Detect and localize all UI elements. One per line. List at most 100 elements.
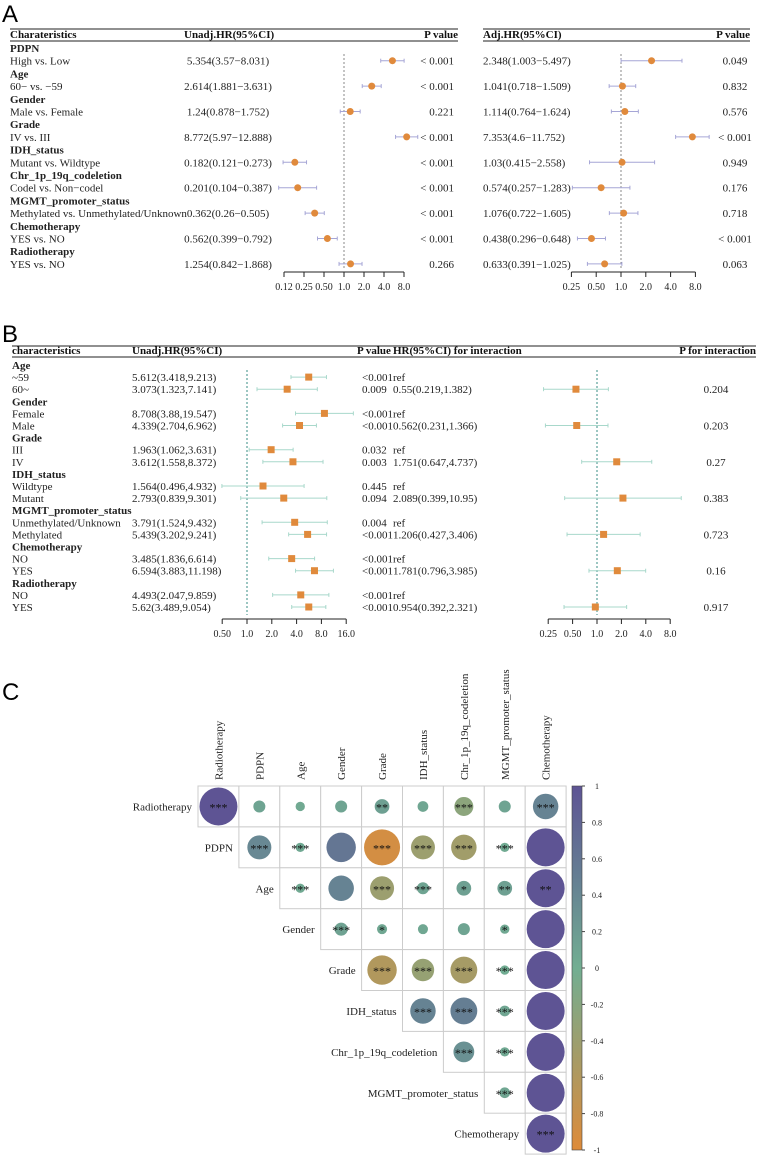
significance-stars: ***	[373, 841, 391, 855]
significance-stars: *	[461, 882, 467, 896]
correlation-circle	[295, 883, 305, 893]
hr-text: 3.791(1.524,9.432)	[132, 517, 217, 529]
p-value: 0.576	[723, 107, 748, 119]
x-tick-label: 0.25	[539, 629, 557, 640]
group-label: Gender	[12, 396, 48, 408]
group-label: Gender	[10, 94, 46, 106]
x-tick-label: 0.50	[213, 629, 231, 640]
correlation-circle	[532, 793, 559, 820]
significance-stars: *	[502, 923, 508, 937]
hr-point	[597, 184, 605, 192]
p-value: 0.032	[362, 445, 387, 457]
group-label: MGMT_promoter_status	[10, 195, 130, 207]
hr-text: 1.24(0.878−1.752)	[187, 107, 270, 119]
p-value: 0.266	[429, 259, 454, 271]
hr-text: 0.574(0.257−1.283)	[483, 183, 571, 195]
correlation-circle	[457, 923, 470, 936]
x-tick-label: 16.0	[337, 629, 355, 640]
hr-text: 1.03(0.415−2.558)	[483, 157, 566, 169]
correlation-circle	[370, 876, 395, 901]
interaction-hr-text: ref	[393, 554, 406, 566]
hr-point	[368, 82, 376, 90]
hr-text: 5.354(3.57−8.031)	[187, 56, 270, 68]
interaction-p-value: 0.383	[704, 493, 729, 505]
column-header: HR(95%CI) for interaction	[393, 345, 522, 357]
hr-text: 4.493(2.047,9.859)	[132, 590, 217, 602]
interaction-p-value: 0.204	[704, 384, 729, 396]
correlation-circle	[500, 965, 510, 975]
correlation-circle	[526, 1114, 565, 1153]
colorbar	[571, 785, 583, 1151]
x-tick-label: 2.0	[640, 282, 653, 293]
group-label: IDH_status	[10, 145, 65, 157]
column-header: P for interaction	[679, 345, 756, 357]
p-value: < 0.001	[420, 183, 454, 195]
row-label: PDPN	[205, 842, 233, 854]
correlation-circle	[453, 1041, 475, 1063]
group-label: PDPN	[10, 43, 39, 55]
group-label: MGMT_promoter_status	[12, 505, 132, 517]
significance-stars: ***	[414, 964, 432, 978]
significance-stars: ***	[455, 964, 473, 978]
hr-point	[347, 260, 355, 268]
x-tick-label: 2.0	[266, 629, 279, 640]
level-label: Methylated	[12, 529, 63, 541]
p-value: 0.445	[362, 481, 387, 493]
level-label: ~59	[12, 372, 29, 384]
column-label: PDPN	[254, 752, 266, 780]
column-label: Age	[295, 762, 307, 780]
row-label: Age	[255, 883, 273, 895]
hr-square	[297, 591, 305, 599]
significance-stars: ***	[414, 1005, 432, 1019]
hr-text: 4.339(2.704,6.962)	[132, 421, 217, 433]
interaction-hr-text: 1.781(0.796,3.985)	[393, 566, 478, 578]
column-header: Charateristics	[10, 29, 77, 41]
hr-text: 5.62(3.489,9.054)	[132, 602, 211, 614]
hr-square	[305, 373, 313, 381]
hr-text: 3.073(1.323,7.141)	[132, 384, 217, 396]
significance-stars: ***	[496, 1005, 514, 1019]
interaction-hr-text: 2.089(0.399,10.95)	[393, 493, 478, 505]
correlation-circle	[456, 880, 472, 896]
significance-stars: ***	[250, 841, 268, 855]
group-label: Radiotherapy	[10, 246, 75, 258]
interaction-hr-text: ref	[393, 408, 406, 420]
correlation-circle	[410, 998, 436, 1024]
hr-square	[613, 458, 621, 466]
interaction-p-value: 0.723	[704, 529, 729, 541]
significance-stars: ***	[332, 923, 350, 937]
hr-point	[323, 235, 331, 242]
significance-stars: *	[379, 923, 385, 937]
panel-label-b: B	[2, 321, 18, 348]
p-value: < 0.001	[420, 157, 454, 169]
row-label: IDH_status	[346, 1006, 396, 1018]
comparison-label: IV vs. III	[10, 132, 51, 144]
level-label: Female	[12, 408, 44, 420]
row-label: Chr_1p_19q_codeletion	[331, 1047, 438, 1059]
hr-point	[294, 184, 302, 192]
colorbar-tick-label: 0.8	[592, 818, 602, 827]
correlation-circle	[364, 829, 401, 866]
correlation-circle	[411, 958, 435, 982]
p-value: 0.221	[429, 107, 454, 119]
colorbar-tick-label: 0	[595, 964, 599, 973]
significance-stars: ***	[455, 800, 473, 814]
level-label: YES	[12, 566, 33, 578]
column-label: Grade	[377, 753, 389, 780]
hr-square	[305, 603, 313, 611]
interaction-p-value: 0.16	[706, 566, 726, 578]
interaction-hr-text: 0.55(0.219,1.382)	[393, 384, 472, 396]
hr-text: 1.076(0.722−1.605)	[483, 208, 571, 220]
hr-point	[346, 108, 354, 115]
hr-text: 0.182(0.121−0.273)	[184, 157, 272, 169]
colorbar-tick-label: 0.6	[592, 855, 602, 864]
level-label: NO	[12, 590, 28, 602]
significance-stars: ***	[537, 800, 555, 814]
correlation-circle	[499, 1087, 511, 1099]
interaction-hr-text: ref	[393, 517, 406, 529]
interaction-hr-text: ref	[393, 590, 406, 602]
level-label: NO	[12, 554, 28, 566]
x-tick-label: 8.0	[398, 282, 411, 293]
column-label: Radiotherapy	[213, 720, 225, 780]
